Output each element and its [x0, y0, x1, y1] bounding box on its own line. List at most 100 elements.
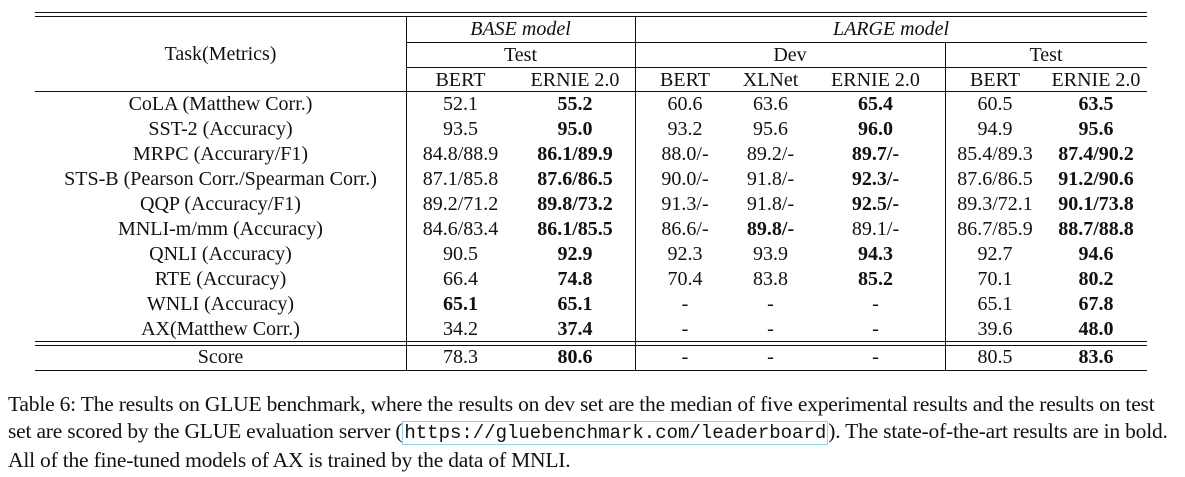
table-cell: 39.6 — [977, 318, 1013, 340]
table-cell: 70.1 — [977, 268, 1013, 290]
table-cell: 48.0 — [1078, 318, 1114, 340]
table-cell: 89.7/- — [851, 143, 900, 165]
table-cell: 86.1/85.5 — [537, 218, 613, 240]
table-caption: Table 6: The results on GLUE benchmark, … — [8, 391, 1180, 474]
table-cell: 60.5 — [977, 93, 1013, 115]
column-separator — [945, 42, 946, 370]
table-cell: 63.5 — [1078, 93, 1114, 115]
subgroup-header-rule — [406, 67, 1147, 68]
table-cell: 85.2 — [858, 268, 893, 290]
table-cell: 92.9 — [557, 243, 593, 265]
table-cell: 87.1/85.8 — [422, 168, 499, 190]
score-cell: 83.6 — [1078, 346, 1114, 368]
table-cell: 91.8/- — [746, 193, 795, 215]
task-label: QNLI (Accuracy) — [149, 243, 292, 265]
table-cell: 67.8 — [1078, 293, 1114, 315]
table-cell: 85.4/89.3 — [957, 143, 1033, 165]
table-cell: 93.5 — [443, 118, 478, 140]
score-cell: 80.5 — [977, 346, 1013, 368]
model-header: ERNIE 2.0 — [831, 69, 920, 91]
table-cell: - — [872, 318, 879, 340]
model-header: BERT — [435, 69, 486, 91]
table-cell: 89.2/71.2 — [422, 193, 499, 215]
task-label: MRPC (Accurary/F1) — [133, 143, 308, 165]
glue-results-table: Task(Metrics) BASE model LARGE model Test De… — [35, 12, 1147, 372]
table-cell: 91.3/- — [661, 193, 709, 215]
table-cell: 89.8/73.2 — [537, 193, 613, 215]
task-label: QQP (Accuracy/F1) — [140, 193, 301, 215]
table-cell: 37.4 — [557, 318, 593, 340]
bottom-rule — [35, 370, 1147, 371]
header-bottom-rule — [35, 91, 1147, 92]
model-header: BERT — [970, 69, 1020, 91]
score-cell: 78.3 — [443, 346, 478, 368]
table-cell: 90.1/73.8 — [1058, 193, 1134, 215]
table-cell: 65.1 — [557, 293, 593, 315]
score-cell: - — [767, 346, 774, 368]
model-header: XLNet — [742, 69, 799, 91]
table-cell: 92.5/- — [851, 193, 900, 215]
task-metrics-header: Task(Metrics) — [164, 43, 277, 65]
table-cell: 94.9 — [977, 118, 1013, 140]
table-cell: - — [681, 293, 689, 315]
task-label: STS-B (Pearson Corr./Spearman Corr.) — [64, 168, 377, 190]
table-cell: 83.8 — [753, 268, 788, 290]
table-cell: 95.6 — [1078, 118, 1114, 140]
caption-text-end: ). The state-of-the-art results are in b… — [8, 419, 1168, 472]
table-cell: - — [767, 318, 774, 340]
table-cell: 60.6 — [667, 93, 703, 115]
table-cell: 88.7/88.8 — [1058, 218, 1134, 240]
table-cell: 94.6 — [1078, 243, 1114, 265]
table-cell: 66.4 — [443, 268, 478, 290]
table-cell: 55.2 — [557, 93, 593, 115]
table-cell: 90.5 — [443, 243, 478, 265]
task-label: SST-2 (Accuracy) — [148, 118, 293, 140]
table-cell: 74.8 — [557, 268, 593, 290]
score-rule-double — [35, 345, 1147, 346]
table-cell: 84.8/88.9 — [422, 143, 499, 165]
column-separator — [406, 16, 407, 370]
model-header: BERT — [660, 69, 710, 91]
leaderboard-link[interactable]: https://gluebenchmark.com/leaderboard — [402, 421, 829, 445]
table-cell: 92.3 — [667, 243, 703, 265]
score-rule — [35, 341, 1147, 342]
model-header: ERNIE 2.0 — [530, 69, 620, 91]
table-cell: 70.4 — [667, 268, 703, 290]
table-cell: 96.0 — [858, 118, 893, 140]
subgroup-header-base-test: Test — [503, 44, 538, 66]
table-cell: 89.2/- — [746, 143, 795, 165]
table-cell: 94.3 — [858, 243, 893, 265]
table-cell: 86.7/85.9 — [957, 218, 1033, 240]
top-rule — [35, 12, 1147, 13]
task-label: RTE (Accuracy) — [154, 268, 287, 290]
table-cell: 89.8/- — [746, 218, 795, 240]
subgroup-header-large-test: Test — [1029, 44, 1063, 66]
table-cell: 95.6 — [753, 118, 788, 140]
table-cell: 80.2 — [1078, 268, 1114, 290]
group-header-base: BASE model — [470, 18, 571, 40]
table-cell: 86.6/- — [661, 218, 709, 240]
task-label: MNLI-m/mm (Accuracy) — [118, 218, 323, 240]
table-cell: 92.3/- — [851, 168, 900, 190]
table-cell: 91.2/90.6 — [1058, 168, 1134, 190]
task-label: CoLA (Matthew Corr.) — [128, 93, 313, 115]
table-cell: 89.3/72.1 — [957, 193, 1033, 215]
task-label: WNLI (Accuracy) — [146, 293, 295, 315]
column-separator — [635, 16, 636, 370]
score-cell: 80.6 — [557, 346, 593, 368]
subgroup-header-large-dev: Dev — [773, 44, 807, 66]
table-cell: 87.6/86.5 — [957, 168, 1033, 190]
table-cell: 93.2 — [667, 118, 703, 140]
table-cell: - — [872, 293, 879, 315]
table-cell: 91.8/- — [746, 168, 795, 190]
table-cell: 88.0/- — [661, 143, 709, 165]
table-cell: 86.1/89.9 — [537, 143, 613, 165]
model-header: ERNIE 2.0 — [1051, 69, 1141, 91]
score-label: Score — [197, 346, 244, 368]
table-cell: 90.0/- — [661, 168, 709, 190]
table-cell: 34.2 — [443, 318, 478, 340]
table-cell: 65.1 — [443, 293, 478, 315]
table-cell: - — [767, 293, 774, 315]
task-label: AX(Matthew Corr.) — [141, 318, 300, 340]
caption-text-start: Table 6: The results on GLUE benchmark, … — [8, 392, 1155, 443]
